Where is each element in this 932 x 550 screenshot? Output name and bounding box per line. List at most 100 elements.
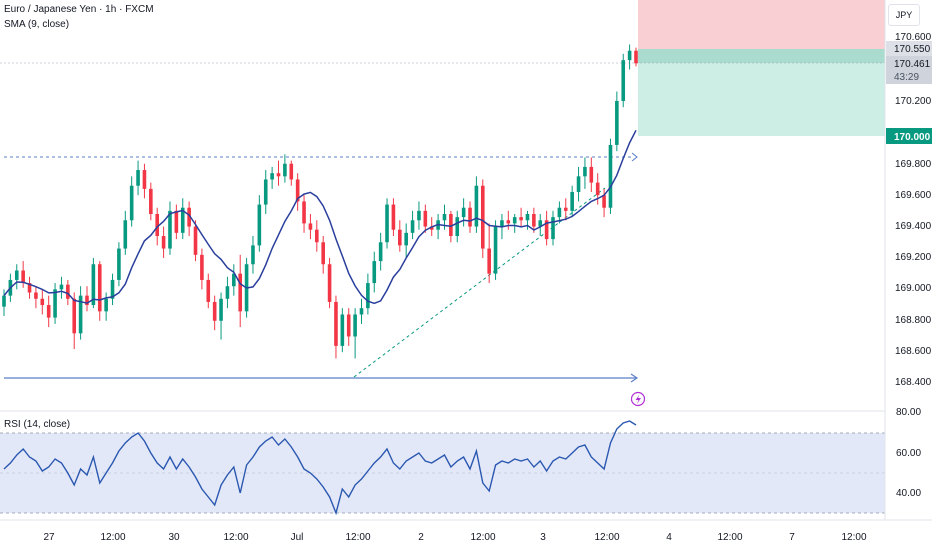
candle[interactable] [187, 201, 191, 236]
candle[interactable] [206, 273, 211, 309]
candle[interactable] [423, 204, 428, 233]
candle[interactable] [142, 163, 147, 199]
candle[interactable] [174, 204, 179, 240]
candle[interactable] [78, 286, 83, 340]
candle[interactable] [295, 173, 300, 211]
candle[interactable] [238, 254, 243, 328]
candle[interactable] [519, 207, 523, 227]
candle[interactable] [493, 220, 498, 280]
candle[interactable] [46, 295, 51, 328]
candle[interactable] [276, 160, 281, 186]
candle[interactable] [557, 201, 562, 224]
candle[interactable] [532, 207, 536, 233]
candle[interactable] [385, 198, 389, 249]
candle[interactable] [417, 201, 421, 230]
candle[interactable] [634, 47, 638, 67]
candle[interactable] [212, 295, 217, 331]
candle[interactable] [410, 210, 415, 240]
candle[interactable] [161, 226, 166, 258]
candle[interactable] [359, 298, 364, 324]
candle[interactable] [289, 160, 294, 186]
candle[interactable] [21, 261, 25, 288]
take-profit-zone[interactable] [638, 49, 885, 136]
candle[interactable] [576, 166, 581, 202]
candle[interactable] [66, 279, 70, 306]
candle[interactable] [563, 198, 568, 221]
currency-button[interactable]: JPY [888, 4, 920, 26]
candle[interactable] [225, 276, 230, 309]
candle[interactable] [404, 223, 408, 258]
candle[interactable] [149, 182, 153, 221]
symbol-title[interactable]: Euro / Japanese Yen · 1h · FXCM [4, 4, 154, 15]
candle[interactable] [480, 179, 485, 258]
candle[interactable] [391, 198, 396, 236]
candle[interactable] [168, 201, 172, 255]
candle[interactable] [551, 210, 555, 246]
candle[interactable] [340, 308, 345, 353]
candle[interactable] [436, 214, 440, 240]
candle[interactable] [40, 289, 45, 315]
candle[interactable] [110, 273, 115, 306]
candle[interactable] [232, 264, 236, 296]
candle[interactable] [270, 166, 274, 189]
candle[interactable] [53, 283, 57, 324]
candle[interactable] [72, 292, 77, 350]
candle[interactable] [608, 138, 613, 214]
candle[interactable] [468, 201, 472, 233]
candle[interactable] [123, 210, 128, 255]
candle[interactable] [85, 286, 89, 312]
candle[interactable] [27, 276, 32, 299]
rsi-line[interactable] [3, 420, 637, 516]
candle[interactable] [219, 292, 223, 340]
candle[interactable] [378, 232, 383, 271]
candle[interactable] [129, 176, 134, 227]
candle[interactable] [315, 220, 319, 252]
candle[interactable] [455, 210, 460, 243]
candle[interactable] [570, 185, 574, 218]
candle[interactable] [544, 210, 549, 246]
candle[interactable] [193, 220, 198, 262]
candle[interactable] [283, 154, 287, 183]
alert-flash-icon[interactable] [630, 391, 646, 407]
candle[interactable] [538, 214, 543, 236]
candle[interactable] [14, 264, 19, 290]
candle[interactable] [487, 223, 491, 284]
candle[interactable] [346, 308, 351, 346]
candle[interactable] [251, 235, 255, 274]
candle[interactable] [589, 157, 594, 193]
candle[interactable] [180, 198, 185, 240]
candle[interactable] [136, 160, 140, 196]
candle[interactable] [327, 257, 332, 309]
candle[interactable] [2, 289, 6, 317]
candle[interactable] [525, 210, 530, 230]
stop-loss-zone[interactable] [638, 0, 885, 49]
rsi-legend[interactable]: RSI (14, close) [4, 419, 71, 430]
candle[interactable] [583, 157, 587, 189]
candle[interactable] [461, 198, 466, 227]
candle[interactable] [34, 286, 38, 309]
sma-line[interactable] [3, 129, 637, 305]
candle[interactable] [621, 53, 626, 108]
candle[interactable] [321, 235, 325, 274]
trendline[interactable] [353, 187, 606, 378]
candle[interactable] [200, 248, 204, 290]
candle[interactable] [308, 214, 313, 240]
candle[interactable] [353, 308, 357, 359]
candle[interactable] [512, 214, 517, 233]
candle[interactable] [372, 251, 377, 293]
sma-legend[interactable]: SMA (9, close) [4, 19, 70, 30]
candle[interactable] [397, 220, 402, 252]
candle[interactable] [334, 295, 338, 359]
candle[interactable] [602, 188, 606, 218]
candle[interactable] [117, 242, 121, 287]
candle[interactable] [474, 176, 479, 233]
candle[interactable] [59, 276, 64, 299]
candle[interactable] [366, 273, 370, 315]
candle[interactable] [263, 170, 268, 214]
candle[interactable] [615, 91, 619, 152]
candle[interactable] [627, 44, 632, 70]
candle[interactable] [506, 210, 511, 230]
candle[interactable] [302, 195, 306, 233]
candle[interactable] [97, 261, 102, 321]
